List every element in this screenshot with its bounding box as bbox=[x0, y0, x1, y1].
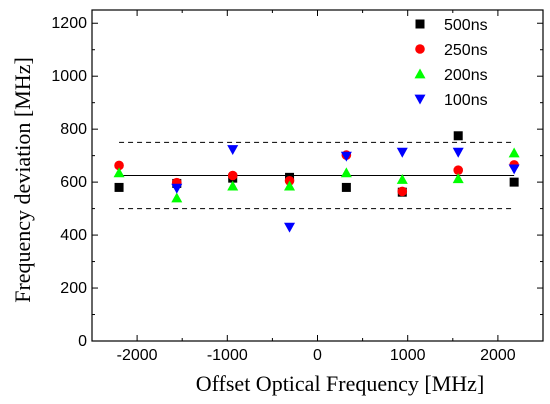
x-tick-label: 1000 bbox=[390, 347, 426, 364]
legend-label-500ns: 500ns bbox=[444, 17, 488, 34]
data-point-200ns bbox=[284, 180, 296, 191]
x-tick-label: -1000 bbox=[207, 347, 248, 364]
data-point-500ns bbox=[453, 131, 463, 141]
y-axis-title: Frequency deviation [MHz] bbox=[10, 57, 35, 303]
data-point-250ns bbox=[227, 170, 238, 181]
legend-label-100ns: 100ns bbox=[444, 92, 488, 109]
legend-label-200ns: 200ns bbox=[444, 67, 488, 84]
y-tick-label: 1200 bbox=[51, 15, 87, 32]
data-point-100ns bbox=[171, 183, 183, 194]
data-point-200ns bbox=[113, 167, 125, 178]
data-point-100ns bbox=[452, 147, 464, 158]
data-point-200ns bbox=[227, 180, 239, 191]
y-tick-label: 200 bbox=[60, 280, 87, 297]
x-tick-label: 2000 bbox=[480, 347, 516, 364]
data-point-200ns bbox=[396, 173, 408, 184]
data-point-100ns bbox=[396, 147, 408, 158]
data-point-100ns bbox=[508, 164, 520, 175]
data-point-250ns bbox=[453, 165, 464, 176]
axis-ticks: -2000 -1000 0 1000 2000 0 200 400 600 800 1000 1200 bbox=[51, 10, 544, 364]
y-tick-label: 800 bbox=[60, 121, 87, 138]
x-axis-title: Offset Optical Frequency [MHz] bbox=[196, 371, 485, 396]
legend-label-250ns: 250ns bbox=[444, 42, 488, 59]
reference-lines bbox=[119, 141, 515, 210]
data-point-200ns bbox=[452, 173, 464, 184]
legend: 500ns 250ns 200ns 100ns bbox=[414, 17, 488, 109]
data-marks bbox=[113, 131, 520, 233]
data-point-200ns bbox=[171, 192, 183, 203]
legend-marker-250ns bbox=[415, 44, 425, 54]
data-point-200ns bbox=[508, 147, 520, 158]
legend-marker-100ns bbox=[414, 94, 426, 105]
data-point-100ns bbox=[340, 151, 352, 162]
y-tick-label: 0 bbox=[78, 333, 87, 350]
x-tick-label: -2000 bbox=[117, 347, 158, 364]
y-tick-label: 600 bbox=[60, 174, 87, 191]
data-point-500ns bbox=[509, 177, 519, 187]
data-point-500ns bbox=[114, 182, 124, 192]
data-point-100ns bbox=[284, 222, 296, 233]
y-tick-label: 400 bbox=[60, 227, 87, 244]
legend-marker-500ns bbox=[415, 19, 425, 29]
y-tick-label: 1000 bbox=[51, 68, 87, 85]
legend-marker-200ns bbox=[414, 68, 426, 79]
data-point-200ns bbox=[340, 167, 352, 178]
x-tick-label: 0 bbox=[313, 347, 322, 364]
data-point-100ns bbox=[227, 145, 239, 156]
data-point-250ns bbox=[397, 186, 408, 197]
data-point-500ns bbox=[341, 182, 351, 192]
data-point-250ns bbox=[114, 160, 124, 171]
